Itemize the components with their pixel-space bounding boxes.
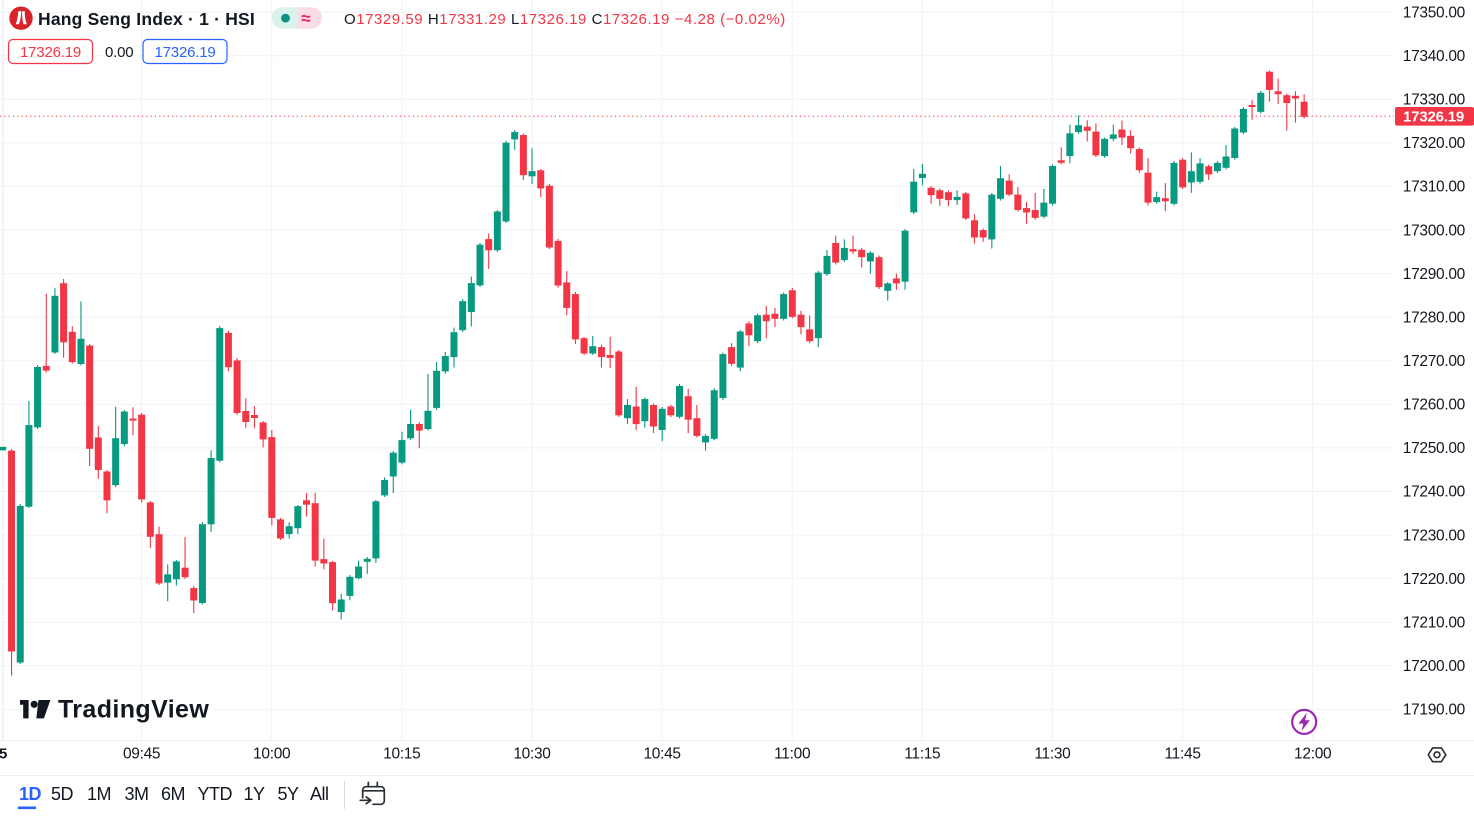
svg-text:TradingView: TradingView: [58, 696, 209, 724]
svg-text:YTD: YTD: [198, 784, 233, 804]
svg-text:17320.00: 17320.00: [1403, 135, 1466, 152]
svg-text:All: All: [310, 784, 329, 804]
svg-text:17350.00: 17350.00: [1403, 4, 1466, 21]
svg-text:17326.19: 17326.19: [1403, 109, 1464, 126]
svg-text:17280.00: 17280.00: [1403, 309, 1466, 326]
svg-text:10:30: 10:30: [513, 746, 551, 763]
svg-text:10:15: 10:15: [383, 746, 420, 763]
svg-text:11:15: 11:15: [904, 746, 940, 763]
svg-text:17190.00: 17190.00: [1403, 702, 1466, 719]
svg-text:6M: 6M: [161, 784, 185, 804]
svg-text:10:00: 10:00: [253, 746, 291, 763]
svg-text:17220.00: 17220.00: [1403, 571, 1466, 588]
svg-text:0.00: 0.00: [105, 44, 133, 61]
svg-text:17210.00: 17210.00: [1403, 614, 1466, 631]
svg-text:10:45: 10:45: [643, 746, 680, 763]
svg-text:17240.00: 17240.00: [1403, 484, 1466, 501]
svg-text:17330.00: 17330.00: [1403, 92, 1466, 109]
svg-text:17326.19: 17326.19: [20, 44, 81, 61]
svg-text:5: 5: [0, 746, 7, 763]
svg-text:17270.00: 17270.00: [1403, 353, 1466, 370]
svg-text:17326.19: 17326.19: [155, 44, 216, 61]
svg-text:17250.00: 17250.00: [1403, 440, 1466, 457]
svg-text:1Y: 1Y: [244, 784, 266, 804]
svg-text:11:45: 11:45: [1165, 746, 1201, 763]
svg-text:17200.00: 17200.00: [1403, 658, 1466, 675]
svg-text:11:00: 11:00: [774, 746, 811, 763]
svg-text:17310.00: 17310.00: [1403, 179, 1466, 196]
svg-text:≈: ≈: [301, 9, 310, 28]
svg-text:Hang Seng Index · 1 · HSI: Hang Seng Index · 1 · HSI: [38, 9, 255, 29]
svg-text:1D: 1D: [19, 784, 42, 804]
svg-text:17340.00: 17340.00: [1403, 48, 1466, 65]
svg-text:11:30: 11:30: [1034, 746, 1071, 763]
svg-text:17260.00: 17260.00: [1403, 397, 1466, 414]
svg-text:1M: 1M: [87, 784, 111, 804]
svg-text:17230.00: 17230.00: [1403, 527, 1466, 544]
svg-text:5Y: 5Y: [278, 784, 300, 804]
svg-text:17300.00: 17300.00: [1403, 222, 1466, 239]
svg-text:O17329.59 H17331.29 L17326.19: O17329.59 H17331.29 L17326.19 C17326.19 …: [344, 11, 786, 28]
svg-text:12:00: 12:00: [1294, 746, 1332, 763]
svg-text:17290.00: 17290.00: [1403, 266, 1466, 283]
svg-text:3M: 3M: [125, 784, 149, 804]
svg-text:09:45: 09:45: [123, 746, 160, 763]
svg-text:5D: 5D: [51, 784, 74, 804]
